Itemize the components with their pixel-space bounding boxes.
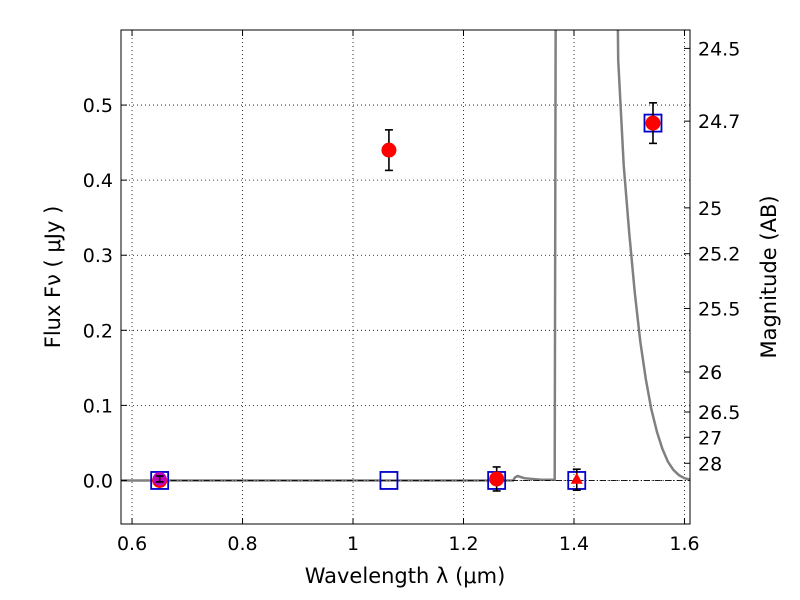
- grid-lines: [121, 30, 690, 524]
- magnitude-tick-label: 26: [698, 362, 722, 384]
- special-triangle-point: [570, 472, 583, 484]
- x-axis-label: Wavelength λ (μm): [305, 564, 506, 588]
- y-axis-label: Flux Fν ( μJy ): [41, 206, 65, 349]
- x-tick-label: 0.8: [227, 533, 257, 555]
- data-points: [150, 102, 663, 492]
- magnitude-tick-label: 25.5: [698, 298, 740, 320]
- magnitude-tick-label: 26.5: [698, 402, 740, 424]
- measured-flux-point: [489, 471, 505, 487]
- magnitude-tick-label: 27: [698, 427, 722, 449]
- x-tick-label: 1.2: [448, 533, 478, 555]
- x-tick-label: 1: [347, 533, 359, 555]
- model-flux-box: [379, 471, 399, 490]
- sed-model-curve: [121, 30, 690, 482]
- y-tick-label: 0.3: [83, 245, 113, 267]
- y-tick-label: 0.1: [83, 395, 113, 417]
- y-tick-label: 0.4: [83, 170, 113, 192]
- x-tick-label: 1.4: [559, 533, 589, 555]
- magnitude-tick-label: 24.7: [698, 111, 740, 133]
- right-axis-label: Magnitude (AB): [757, 195, 781, 358]
- magnitude-axis-ticks: 24.5 24.7 25 25.2 25.5 26 26.5 27 28: [684, 38, 740, 475]
- sed-curve-layer: [121, 30, 690, 482]
- measured-flux-point: [381, 142, 397, 158]
- magnitude-tick-label: 25.2: [698, 244, 740, 266]
- measured-flux-point: [645, 115, 661, 131]
- x-axis-ticks: 0.6 0.8 1 1.2 1.4 1.6: [117, 30, 700, 555]
- y-axis-ticks: 0.0 0.1 0.2 0.3 0.4 0.5: [83, 95, 127, 492]
- x-tick-label: 1.6: [669, 533, 699, 555]
- magnitude-tick-label: 28: [698, 453, 722, 475]
- y-tick-label: 0.0: [83, 470, 113, 492]
- x-tick-label: 0.6: [117, 533, 147, 555]
- y-tick-label: 0.2: [83, 320, 113, 342]
- magnitude-tick-label: 25: [698, 198, 722, 220]
- magnitude-tick-label: 24.5: [698, 38, 740, 60]
- y-tick-label: 0.5: [83, 95, 113, 117]
- plot-frame: [120, 29, 691, 525]
